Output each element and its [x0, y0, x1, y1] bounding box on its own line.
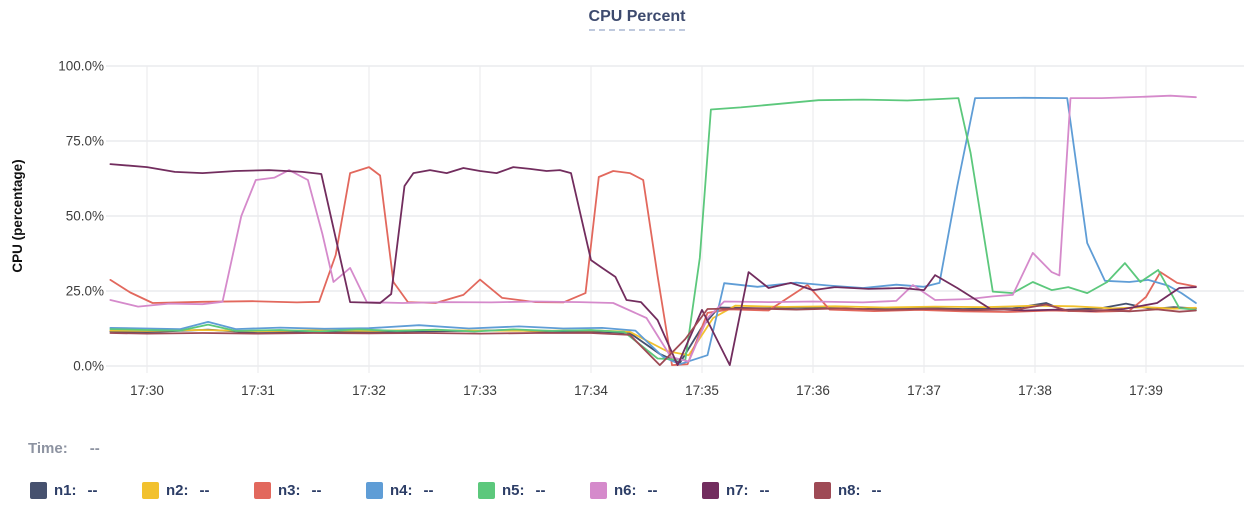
series-line-n2: [109, 304, 1197, 357]
legend-value: --: [311, 481, 322, 499]
legend-label: n7:: [726, 481, 749, 499]
time-value: --: [89, 440, 100, 457]
x-tick-label: 17:31: [241, 383, 275, 398]
series-line-n6: [109, 94, 1197, 363]
legend-value: --: [199, 481, 210, 499]
legend-value: --: [871, 481, 882, 499]
legend-item-n5[interactable]: n5: --: [478, 480, 546, 500]
legend-label: n5:: [502, 481, 525, 499]
y-tick-label: 0.0%: [73, 359, 104, 374]
legend-item-n3[interactable]: n3: --: [254, 480, 322, 500]
legend-swatch-n4: [366, 481, 383, 499]
legend-label: n4:: [390, 481, 413, 499]
x-tick-label: 17:35: [685, 383, 719, 398]
series-line-n3: [109, 166, 1197, 367]
x-tick-label: 17:38: [1018, 383, 1052, 398]
legend-item-n8[interactable]: n8: --: [814, 480, 882, 500]
panel-title[interactable]: CPU Percent: [588, 8, 686, 31]
legend-item-n7[interactable]: n7: --: [702, 480, 770, 500]
legend-swatch-n2: [142, 481, 159, 499]
legend-value: --: [647, 481, 658, 499]
x-tick-label: 17:32: [352, 383, 386, 398]
legend-value: --: [87, 481, 98, 499]
y-axis-title: CPU (percentage): [10, 159, 25, 272]
legend-swatch-n1: [30, 481, 47, 499]
legend-value: --: [759, 481, 770, 499]
time-row: Time: --: [28, 440, 100, 457]
series-line-n8: [109, 303, 1197, 367]
legend-item-n4[interactable]: n4: --: [366, 480, 434, 500]
legend-swatch-n7: [702, 481, 719, 499]
y-tick-label: 75.0%: [66, 134, 104, 149]
legend-item-n1[interactable]: n1: --: [30, 480, 98, 500]
x-tick-label: 17:34: [574, 383, 608, 398]
legend-swatch-n6: [590, 481, 607, 499]
legend-swatch-n8: [814, 481, 831, 499]
x-tick-label: 17:39: [1129, 383, 1163, 398]
legend-label: n2:: [166, 481, 189, 499]
y-tick-label: 100.0%: [58, 59, 104, 74]
panel-header: CPU Percent: [0, 8, 1254, 31]
series-line-n7: [109, 163, 1197, 367]
x-tick-label: 17:33: [463, 383, 497, 398]
legend-label: n8:: [838, 481, 861, 499]
series-line-n4: [109, 96, 1197, 366]
y-tick-label: 50.0%: [66, 209, 104, 224]
legend-label: n6:: [614, 481, 637, 499]
x-tick-label: 17:36: [796, 383, 830, 398]
legend-label: n3:: [278, 481, 301, 499]
legend-swatch-n3: [254, 481, 271, 499]
x-tick-label: 17:37: [907, 383, 941, 398]
legend-value: --: [535, 481, 546, 499]
time-label: Time:: [28, 440, 68, 457]
legend-value: --: [423, 481, 434, 499]
legend-item-n6[interactable]: n6: --: [590, 480, 658, 500]
legend-item-n2[interactable]: n2: --: [142, 480, 210, 500]
y-tick-label: 25.0%: [66, 284, 104, 299]
chart-legend: n1: -- n2: -- n3: -- n4: -- n5: -- n6: -- n7: -- n8: --: [0, 480, 1254, 504]
cpu-chart[interactable]: 100.0% 75.0% 50.0% 25.0% 0.0% 17:30 17:31 17:32…: [0, 0, 1254, 415]
x-tick-label: 17:30: [130, 383, 164, 398]
legend-swatch-n5: [478, 481, 495, 499]
legend-label: n1:: [54, 481, 77, 499]
series-line-n5: [109, 97, 1197, 361]
